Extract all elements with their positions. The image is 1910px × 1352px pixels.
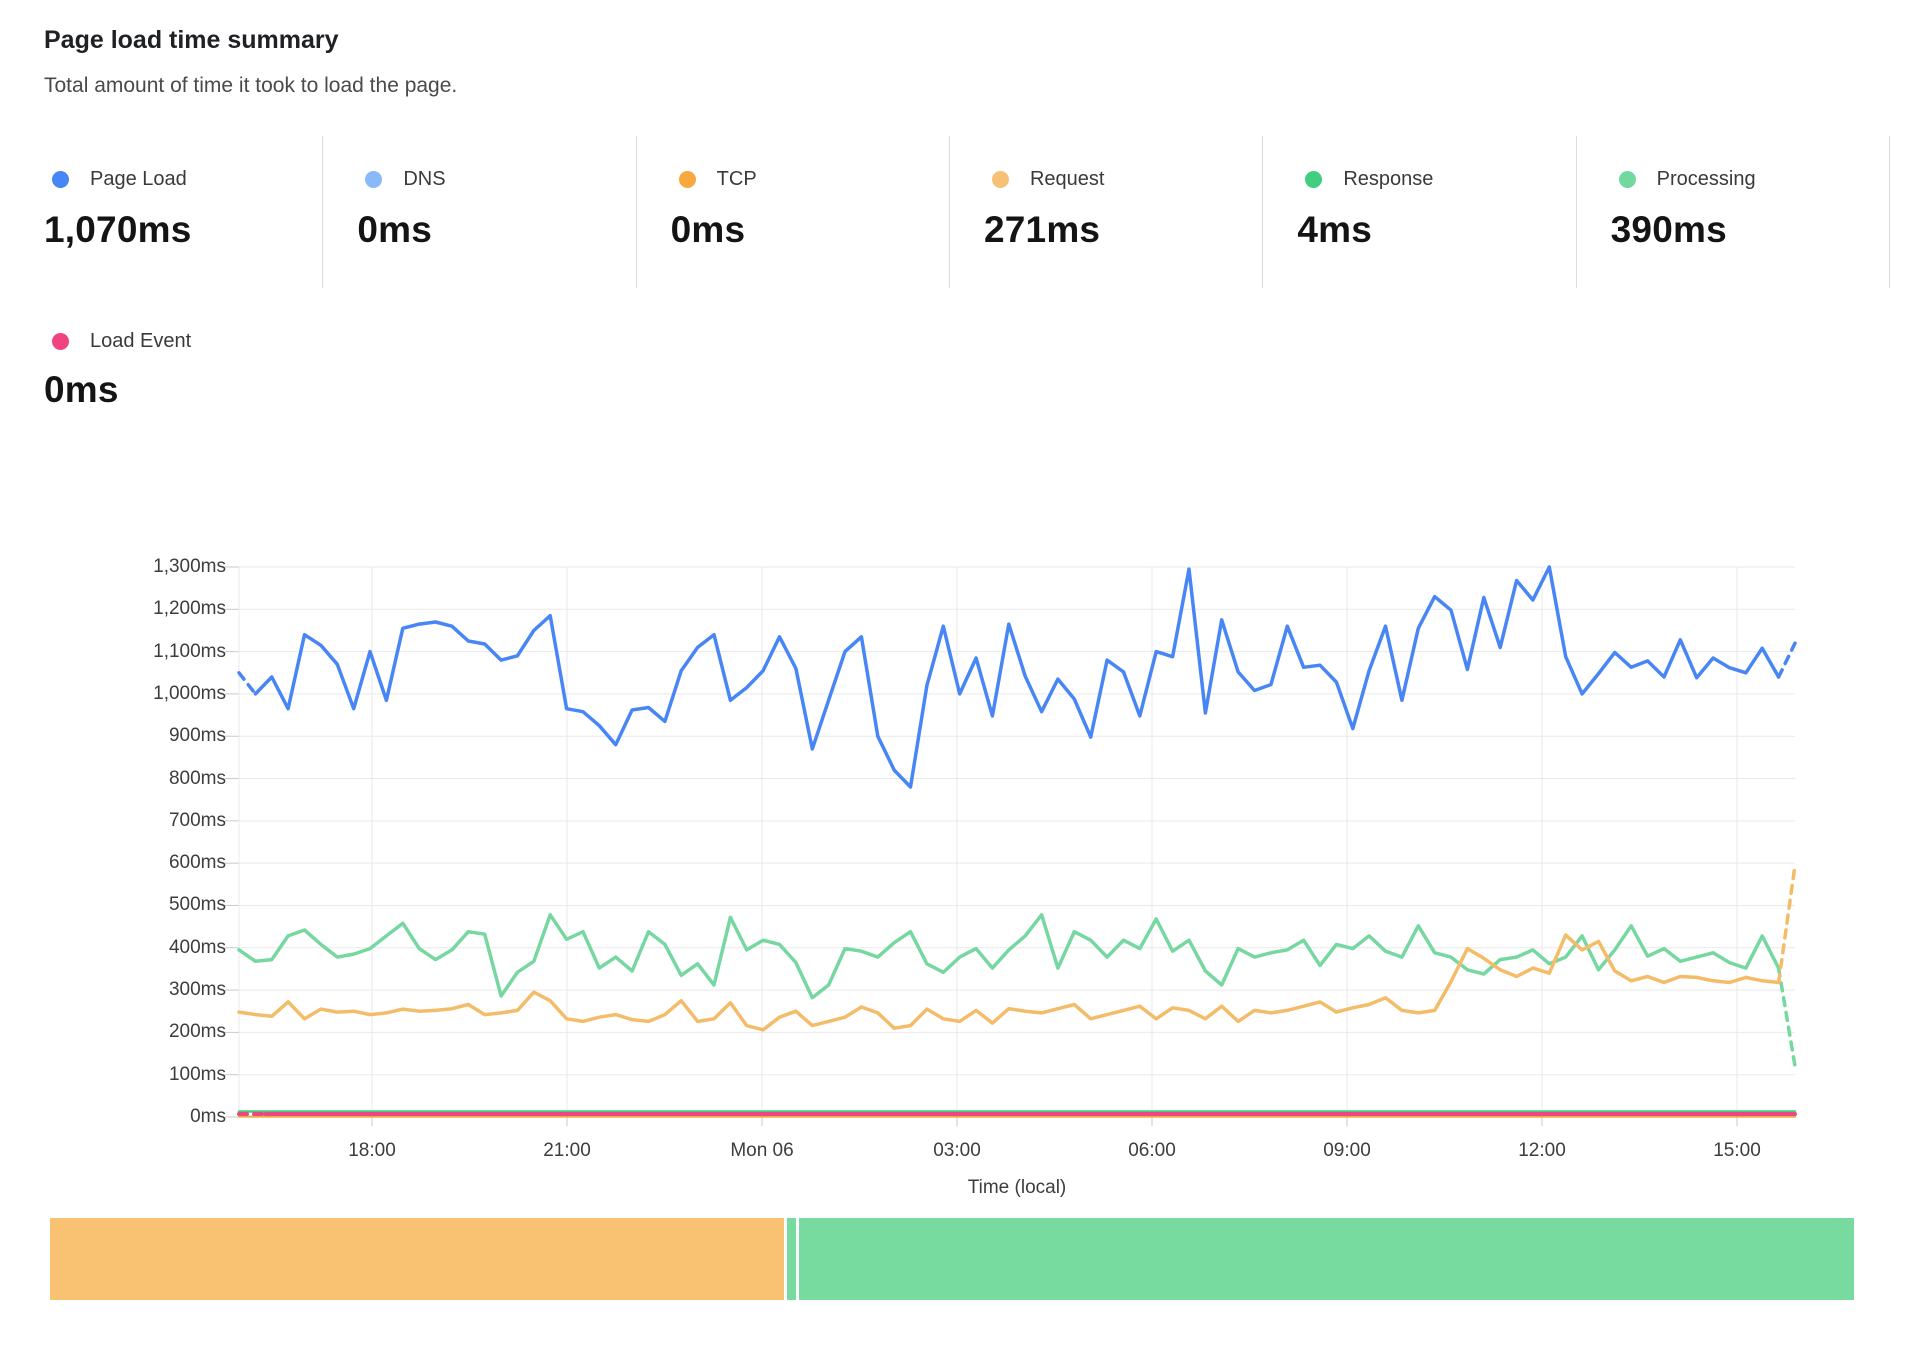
y-tick-label: 700ms — [168, 809, 226, 831]
legend-stat-request[interactable]: Request 271ms — [948, 136, 1262, 288]
legend-label: Load Event — [90, 330, 192, 352]
tcp-dot-icon — [678, 171, 696, 188]
x-tick-label: 12:00 — [1518, 1140, 1566, 1161]
response-dot-icon — [1305, 171, 1323, 188]
x-tick-label: 21:00 — [543, 1140, 591, 1161]
load-event-dot-icon — [52, 333, 69, 350]
stat-value: 4ms — [1297, 209, 1372, 250]
x-axis-title: Time (local) — [967, 1177, 1067, 1198]
stat-value: 0ms — [44, 369, 119, 410]
y-tick-label: 1,100ms — [153, 640, 226, 662]
legend-stat-processing[interactable]: Processing 390ms — [1575, 136, 1890, 288]
dns-dot-icon — [365, 171, 383, 188]
legend-label: Request — [1029, 168, 1105, 190]
stat-value: 0ms — [357, 209, 432, 250]
x-tick-label: 09:00 — [1323, 1140, 1371, 1161]
legend-label: TCP — [716, 168, 757, 190]
processing-dot-icon — [1618, 171, 1636, 188]
availability-bar-segment[interactable] — [798, 1218, 1854, 1300]
x-tick-label: 06:00 — [1128, 1140, 1176, 1161]
y-tick-label: 900ms — [168, 725, 226, 747]
legend-stat-load-event[interactable]: Load Event 0ms — [44, 330, 191, 411]
stat-value: 390ms — [1610, 209, 1727, 250]
legend-label: DNS — [403, 168, 446, 190]
legend-label: Processing — [1656, 168, 1756, 190]
x-tick-label: 18:00 — [348, 1140, 396, 1161]
y-tick-label: 200ms — [168, 1021, 226, 1043]
y-tick-label: 800ms — [168, 767, 226, 789]
y-tick-label: 500ms — [168, 894, 226, 916]
legend-stat-tcp[interactable]: TCP 0ms — [635, 136, 949, 288]
request-dot-icon — [991, 171, 1009, 188]
x-tick-label: Mon 06 — [730, 1140, 794, 1161]
stat-value: 1,070ms — [44, 209, 192, 250]
y-tick-label: 1,000ms — [153, 682, 226, 704]
page-subtitle: Total amount of time it took to load the… — [44, 74, 458, 97]
stat-value: 0ms — [670, 209, 746, 250]
stat-value: 271ms — [983, 209, 1101, 250]
legend-stat-dns[interactable]: DNS 0ms — [322, 136, 635, 288]
y-tick-label: 100ms — [168, 1063, 226, 1085]
legend-stats-row: Page Load 1,070ms DNS 0ms TCP 0ms Reques… — [44, 136, 1890, 288]
page-title: Page load time summary — [44, 26, 339, 54]
y-tick-label: 0ms — [190, 1106, 226, 1127]
y-tick-label: 600ms — [168, 852, 226, 874]
page-load-dot-icon — [52, 171, 69, 188]
legend-label: Response — [1343, 168, 1434, 190]
y-tick-label: 400ms — [168, 936, 226, 958]
availability-bar-segment[interactable] — [786, 1218, 796, 1300]
availability-bar-segment[interactable] — [50, 1218, 784, 1300]
plot-svg[interactable] — [225, 565, 1797, 1129]
x-tick-label: 03:00 — [933, 1140, 981, 1161]
y-tick-label: 1,300ms — [153, 556, 226, 577]
availability-bar — [50, 1218, 1857, 1300]
y-tick-label: 1,200ms — [153, 598, 226, 620]
y-tick-label: 300ms — [168, 979, 226, 1001]
x-tick-label: 15:00 — [1713, 1140, 1761, 1161]
legend-stat-page-load[interactable]: Page Load 1,070ms — [44, 136, 322, 288]
legend-stat-response[interactable]: Response 4ms — [1262, 136, 1575, 288]
legend-label: Page Load — [90, 168, 187, 190]
